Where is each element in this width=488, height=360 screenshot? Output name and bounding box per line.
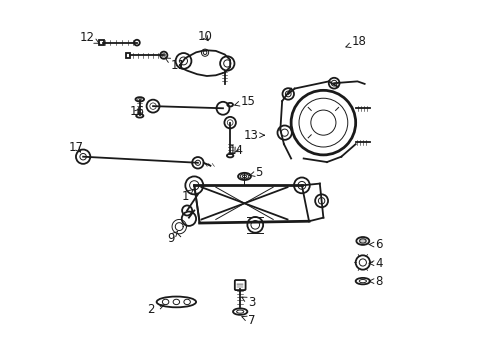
Text: 10: 10 <box>197 30 212 43</box>
Text: 11: 11 <box>165 58 185 72</box>
Text: 3: 3 <box>241 296 255 309</box>
Text: 2: 2 <box>147 303 163 316</box>
Text: 1: 1 <box>181 189 193 203</box>
Text: 16: 16 <box>129 105 144 118</box>
Text: 17: 17 <box>69 141 84 154</box>
Text: 14: 14 <box>228 144 243 157</box>
Text: 9: 9 <box>167 231 177 244</box>
Text: 8: 8 <box>368 275 382 288</box>
Text: 7: 7 <box>242 314 255 327</box>
Text: 13: 13 <box>243 129 264 142</box>
Text: 18: 18 <box>345 35 366 49</box>
Text: 15: 15 <box>234 95 255 108</box>
Text: 12: 12 <box>80 31 100 44</box>
Text: 5: 5 <box>249 166 262 179</box>
Text: 6: 6 <box>368 238 382 251</box>
Text: 4: 4 <box>368 257 382 270</box>
